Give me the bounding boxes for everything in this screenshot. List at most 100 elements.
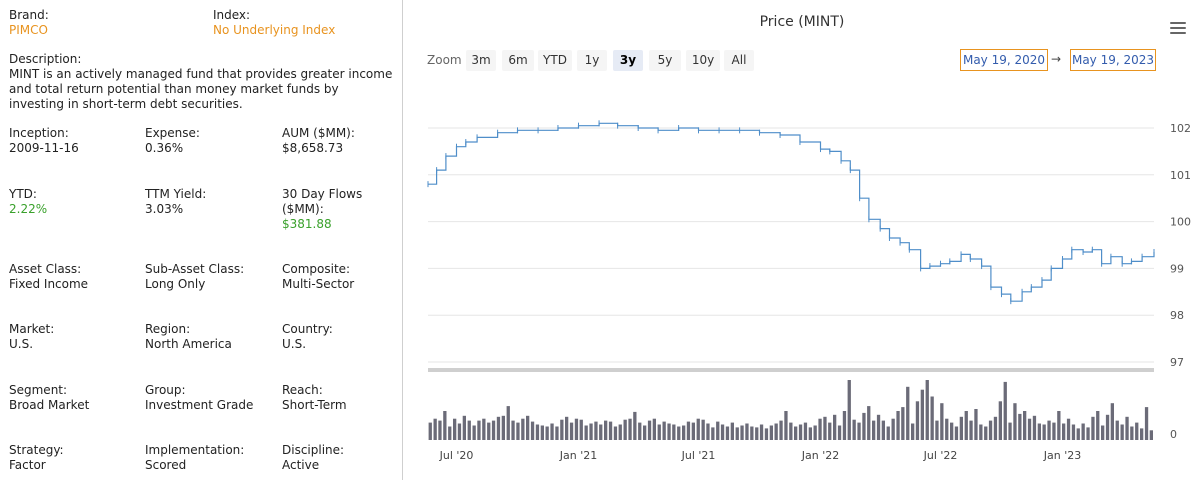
volume-bar bbox=[716, 421, 720, 440]
zoom-button-1y[interactable]: 1y bbox=[577, 50, 607, 71]
asset-class-value: Fixed Income bbox=[9, 277, 89, 291]
volume-bar bbox=[599, 424, 603, 440]
aum-label: AUM ($MM): bbox=[282, 126, 355, 140]
volume-bar bbox=[886, 426, 890, 440]
navigator-band bbox=[428, 368, 1154, 372]
volume-bar bbox=[833, 414, 837, 440]
zoom-button-5y[interactable]: 5y bbox=[649, 50, 681, 71]
volume-bar bbox=[789, 422, 793, 440]
volume-bar bbox=[1018, 413, 1022, 440]
volume-bar bbox=[701, 419, 705, 440]
volume-bar bbox=[974, 409, 978, 440]
volume-bar bbox=[511, 420, 515, 440]
ttm-yield-value: 3.03% bbox=[145, 202, 184, 216]
volume-bar bbox=[618, 424, 622, 440]
zoom-button-6m[interactable]: 6m bbox=[502, 50, 534, 71]
volume-bar bbox=[579, 419, 583, 440]
volume-bar bbox=[740, 425, 744, 440]
flows-value: $381.88 bbox=[282, 217, 332, 231]
asset-class-field: Asset Class: Fixed Income bbox=[9, 262, 88, 292]
to-date-input[interactable]: May 19, 2023 bbox=[1070, 49, 1156, 71]
volume-bar bbox=[594, 421, 598, 440]
from-date-input[interactable]: May 19, 2020 bbox=[960, 49, 1048, 71]
price-series-line bbox=[428, 122, 1155, 302]
inception-field: Inception: 2009-11-16 bbox=[9, 126, 79, 156]
volume-bar bbox=[530, 421, 535, 440]
volume-bar bbox=[569, 422, 574, 440]
hamburger-menu-icon[interactable] bbox=[1170, 22, 1186, 36]
volume-bar bbox=[443, 411, 447, 440]
volume-bar bbox=[574, 418, 579, 440]
x-tick-label: Jan '23 bbox=[1043, 449, 1081, 462]
volume-bar bbox=[482, 418, 486, 440]
volume-bar bbox=[667, 423, 671, 440]
volume-bar bbox=[813, 425, 817, 440]
volume-bar bbox=[1032, 415, 1037, 440]
volume-bar bbox=[501, 415, 505, 440]
volume-bar bbox=[1042, 424, 1046, 440]
price-chart-panel: 102 101 100 99 98 97 0 Jul '20 Jan '21 Jul '21 Jan… bbox=[404, 0, 1200, 480]
volume-bar bbox=[774, 423, 778, 440]
volume-bar bbox=[730, 422, 734, 440]
volume-bar bbox=[1047, 420, 1051, 440]
inception-label: Inception: bbox=[9, 126, 69, 140]
implementation-value: Scored bbox=[145, 458, 187, 472]
flows-field: 30 Day Flows ($MM): $381.88 bbox=[282, 187, 392, 232]
brand-value: PIMCO bbox=[9, 23, 48, 37]
volume-bar bbox=[560, 419, 564, 440]
volume-bar bbox=[876, 414, 881, 440]
volume-bar bbox=[608, 421, 613, 440]
volume-bar bbox=[706, 423, 710, 440]
volume-bar bbox=[628, 418, 632, 440]
volume-bar bbox=[769, 425, 773, 440]
zoom-button-10y[interactable]: 10y bbox=[686, 50, 720, 71]
volume-bar bbox=[433, 418, 437, 440]
volume-bar bbox=[472, 425, 476, 440]
zoom-button-3y[interactable]: 3y bbox=[613, 50, 643, 71]
volume-bar bbox=[540, 425, 544, 440]
volume-bar bbox=[930, 396, 934, 440]
sub-asset-class-value: Long Only bbox=[145, 277, 206, 291]
chart-title: Price (MINT) bbox=[759, 14, 845, 30]
volume-bar bbox=[745, 423, 749, 440]
zoom-button-all[interactable]: All bbox=[724, 50, 754, 71]
ytd-label: YTD: bbox=[9, 187, 37, 201]
strategy-label: Strategy: bbox=[9, 443, 64, 457]
volume-bar bbox=[901, 407, 905, 440]
segment-value: Broad Market bbox=[9, 398, 90, 412]
volume-bar bbox=[784, 411, 788, 440]
volume-bar bbox=[1023, 411, 1027, 440]
volume-bar bbox=[1008, 422, 1012, 440]
flows-label: 30 Day Flows ($MM): bbox=[282, 187, 363, 216]
volume-bar bbox=[915, 401, 920, 440]
ttm-yield-field: TTM Yield: 3.03% bbox=[145, 187, 206, 217]
volume-bar bbox=[925, 380, 929, 440]
volume-bar bbox=[1062, 423, 1066, 440]
zoom-label: Zoom bbox=[427, 53, 462, 67]
volume-bar bbox=[1052, 422, 1056, 440]
volume-bar bbox=[759, 424, 764, 440]
volume-bar bbox=[438, 420, 442, 440]
zoom-button-3m[interactable]: 3m bbox=[466, 50, 496, 71]
x-tick-label: Jul '21 bbox=[681, 449, 716, 462]
volume-bar bbox=[535, 424, 540, 440]
volume-bar bbox=[823, 416, 827, 440]
volume-bar bbox=[940, 403, 944, 440]
volume-bar bbox=[487, 422, 491, 440]
x-tick-label: Jan '22 bbox=[801, 449, 839, 462]
composite-label: Composite: bbox=[282, 262, 351, 276]
composite-value: Multi-Sector bbox=[282, 277, 355, 291]
volume-bar bbox=[545, 426, 549, 440]
volume-bar bbox=[682, 425, 686, 440]
volume-bar bbox=[1144, 407, 1149, 440]
inception-value: 2009-11-16 bbox=[9, 141, 79, 155]
description-field: Description: MINT is an actively managed… bbox=[9, 52, 393, 112]
volume-bar bbox=[935, 420, 939, 440]
volume-bar bbox=[837, 425, 842, 440]
volume-bar bbox=[652, 418, 656, 440]
zoom-button-ytd[interactable]: YTD bbox=[538, 50, 572, 71]
region-value: North America bbox=[145, 337, 232, 351]
volume-bar bbox=[1105, 414, 1110, 440]
ttm-yield-label: TTM Yield: bbox=[145, 187, 207, 201]
discipline-value: Active bbox=[282, 458, 320, 472]
